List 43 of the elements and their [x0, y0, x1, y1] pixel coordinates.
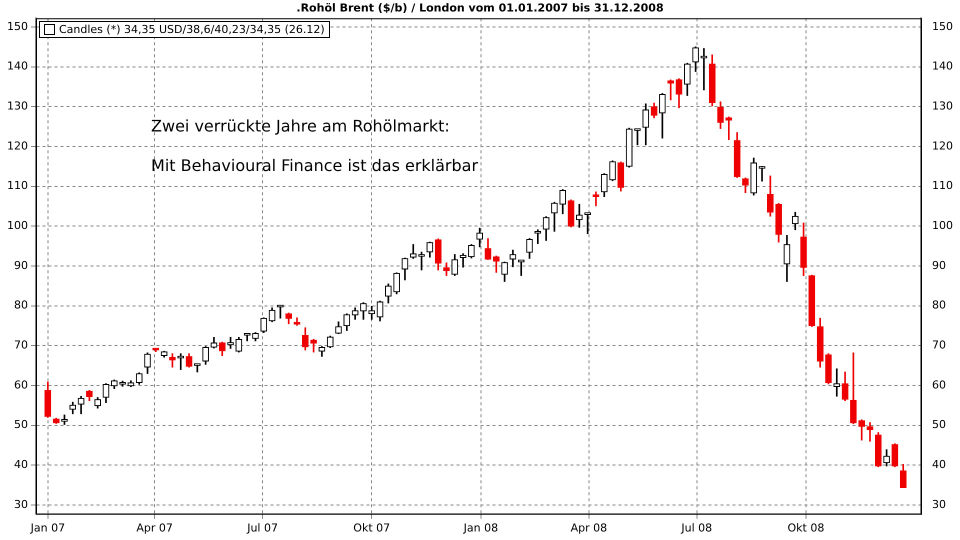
y2-tick-label: 110 [932, 179, 954, 192]
y-tick-label: 30 [14, 498, 28, 511]
y-tick-label: 80 [14, 298, 28, 312]
y2-tick-label: 150 [932, 20, 954, 33]
candlestick [460, 253, 466, 268]
y-tick-label: 60 [14, 378, 28, 392]
y-tick-label: 90 [14, 258, 28, 272]
y2-tick-label: 140 [932, 60, 954, 73]
y-tick-label: 70 [14, 338, 28, 352]
y2-tick-label: 50 [932, 418, 946, 432]
y2-tick-label: 80 [932, 298, 946, 312]
x-tick-label: Jan 07 [30, 521, 66, 534]
y-tick-label: 150 [6, 20, 28, 33]
candlestick [418, 252, 425, 270]
y2-tick-label: 120 [932, 139, 954, 152]
x-tick-label: Okt 07 [353, 521, 390, 534]
x-tick-label: Apr 08 [570, 521, 608, 534]
y2-tick-label: 100 [932, 219, 954, 232]
y2-tick-label: 70 [932, 338, 946, 352]
x-tick-label: Jul 08 [680, 521, 712, 534]
y-tick-label: 120 [6, 139, 28, 152]
candlestick [866, 422, 874, 442]
x-tick-label: Apr 07 [136, 521, 173, 534]
x-tick-label: Okt 08 [788, 521, 824, 534]
y-tick-label: 100 [6, 219, 28, 232]
y2-tick-label: 130 [932, 100, 954, 112]
y2-tick-label: 30 [932, 498, 946, 511]
y-tick-label: 140 [6, 60, 28, 73]
x-tick-label: Jul 07 [246, 521, 278, 534]
y-tick-label: 110 [6, 179, 28, 192]
y-tick-label: 50 [14, 418, 28, 432]
x-tick-label: Jan 08 [462, 521, 498, 534]
chart-title: .Rohöl Brent ($/b) / London vom 01.01.2007 bis 31.12.2008 [296, 1, 664, 14]
y-tick-label: 40 [14, 458, 28, 472]
y2-tick-label: 60 [932, 378, 946, 392]
candlestick [634, 128, 641, 146]
candlestick [227, 336, 234, 349]
annotation: Mit Behavioural Finance ist das erklärbar [151, 156, 478, 176]
legend-label: Candles (*) 34,35 USD/38,6/40,23/34,35 (26.12) [58, 23, 325, 36]
y-tick-label: 130 [6, 100, 28, 112]
y2-tick-label: 90 [932, 258, 946, 272]
annotation: Zwei verrückte Jahre am Rohölmarkt: [151, 116, 450, 136]
y2-tick-label: 40 [932, 458, 946, 472]
